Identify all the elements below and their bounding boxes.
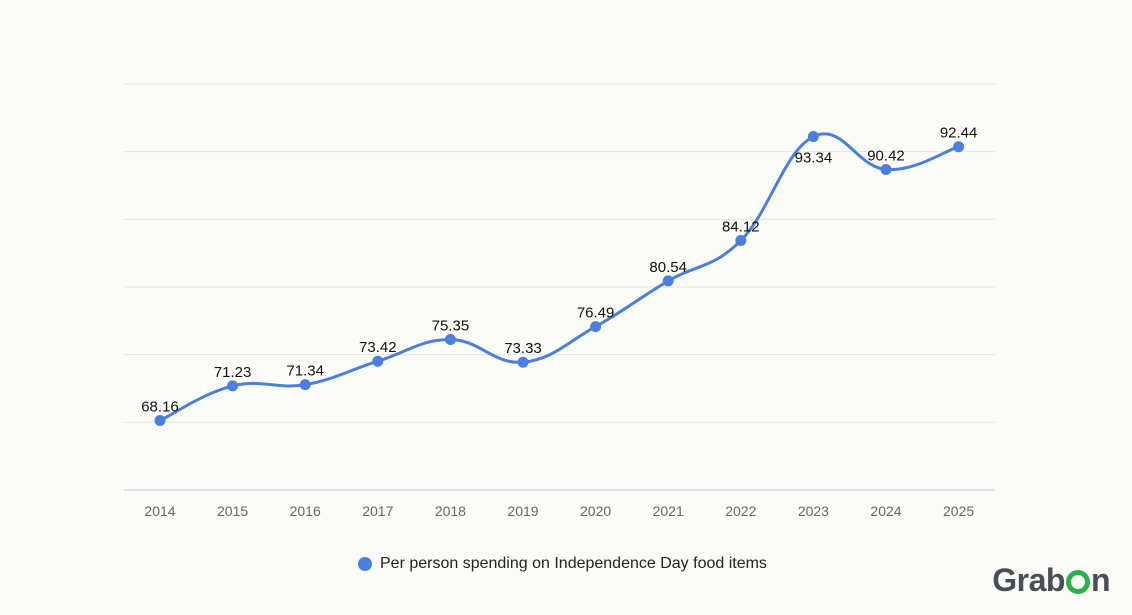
data-label: 92.44	[940, 125, 978, 142]
legend-marker-icon	[358, 557, 372, 571]
logo-text-grab: Grab	[992, 562, 1065, 598]
data-point	[444, 333, 456, 345]
x-tick-label: 2019	[507, 503, 538, 519]
data-label: 71.34	[286, 363, 324, 380]
legend[interactable]: Per person spending on Independence Day …	[358, 555, 767, 573]
data-point	[372, 355, 384, 367]
data-label: 90.42	[867, 147, 905, 164]
data-point	[735, 235, 747, 247]
data-label: 68.16	[141, 399, 179, 416]
data-point	[154, 415, 166, 427]
data-point	[590, 321, 602, 333]
data-point	[880, 163, 892, 175]
x-tick-label: 2021	[653, 503, 684, 519]
x-tick-label: 2015	[217, 503, 248, 519]
data-label: 93.34	[795, 150, 833, 167]
x-tick-label: 2024	[870, 503, 901, 519]
logo-text-n: n	[1090, 562, 1111, 598]
x-tick-label: 2016	[290, 503, 321, 519]
x-tick-label: 2025	[943, 503, 974, 519]
data-point	[517, 356, 529, 368]
series-line	[159, 132, 960, 422]
data-point	[299, 379, 311, 391]
x-tick-label: 2014	[144, 503, 175, 519]
x-tick-label: 2017	[362, 503, 393, 519]
data-label: 76.49	[577, 305, 615, 322]
grabon-logo: Grab n	[992, 562, 1110, 599]
data-label: 75.35	[432, 317, 470, 334]
data-point	[953, 141, 965, 153]
x-tick-label: 2018	[435, 503, 466, 519]
data-label: 71.23	[214, 364, 252, 381]
data-label: 80.54	[649, 259, 687, 276]
data-label: 84.12	[722, 219, 760, 236]
x-tick-label: 2023	[798, 503, 829, 519]
x-tick-label: 2020	[580, 503, 611, 519]
data-point	[807, 131, 819, 143]
data-label: 73.42	[359, 339, 397, 356]
data-point	[227, 380, 239, 392]
legend-label: Per person spending on Independence Day …	[380, 555, 767, 572]
x-tick-label: 2022	[725, 503, 756, 519]
logo-o-icon	[1065, 570, 1090, 594]
data-point	[662, 275, 674, 287]
data-label: 73.33	[504, 340, 542, 357]
